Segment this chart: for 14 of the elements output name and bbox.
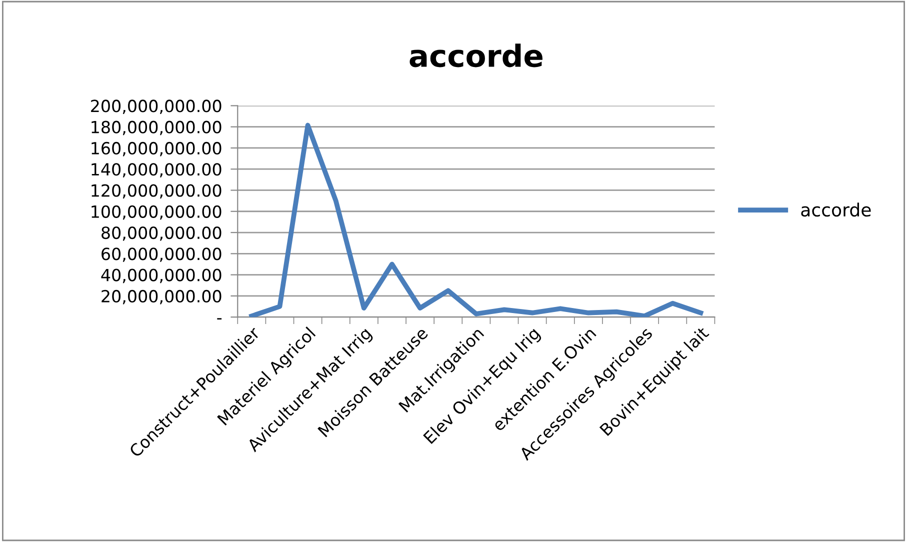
legend-label: accorde: [801, 202, 871, 217]
y-tick-label: 20,000,000.00: [102, 290, 222, 304]
y-tick-label: 140,000,000.00: [92, 163, 222, 178]
y-tick-label: 160,000,000.00: [92, 142, 222, 156]
y-tick-label: 60,000,000.00: [102, 248, 222, 262]
chart-title: accorde: [410, 44, 542, 68]
y-tick-label: 40,000,000.00: [101, 268, 222, 284]
y-tick-label: 200,000,000.00: [91, 100, 222, 114]
line-series: [249, 122, 704, 318]
y-tick-label: 80,000,000.00: [102, 226, 222, 241]
y-tick-label: 180,000,000.00: [92, 120, 222, 136]
y-tick-label: 100,000,000.00: [92, 205, 222, 220]
y-tick-label: 120,000,000.00: [92, 184, 222, 199]
y-tick-label: -: [217, 318, 222, 320]
